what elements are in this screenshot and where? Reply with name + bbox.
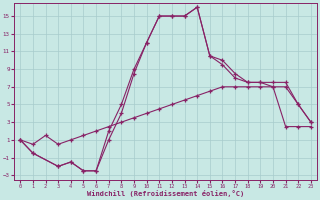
X-axis label: Windchill (Refroidissement éolien,°C): Windchill (Refroidissement éolien,°C)	[87, 190, 244, 197]
